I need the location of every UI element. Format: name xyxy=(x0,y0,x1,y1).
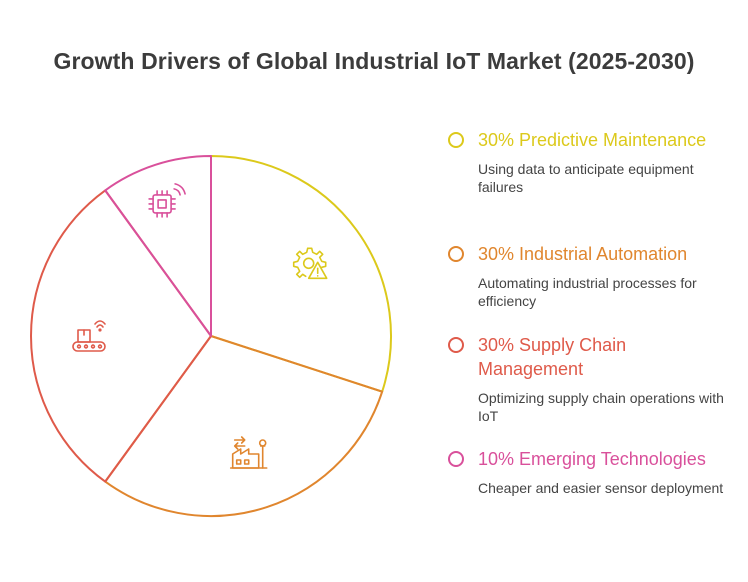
conveyor-box-icon xyxy=(72,320,106,352)
legend-description: Using data to anticipate equipment failu… xyxy=(478,161,694,195)
pie-slice-predictive-maintenance xyxy=(210,155,392,393)
pie-slice-emerging-technologies xyxy=(104,155,212,337)
chart-title: Growth Drivers of Global Industrial IoT … xyxy=(53,48,695,74)
legend-description: Optimizing supply chain operations with … xyxy=(478,390,724,424)
legend-label: 30% Supply Chain Management xyxy=(478,335,627,379)
wireless-chip-icon xyxy=(148,183,186,218)
legend-item-industrial-automation: 30% Industrial Automation Automating ind… xyxy=(448,242,738,310)
legend-marker xyxy=(448,451,464,467)
pie-slice-industrial-automation xyxy=(104,335,384,517)
legend-item-emerging-technologies: 10% Emerging Technologies Cheaper and ea… xyxy=(448,447,738,497)
legend-marker xyxy=(448,132,464,148)
factory-icon xyxy=(229,436,268,469)
legend-label: 30% Industrial Automation xyxy=(478,244,688,264)
legend-label: 10% Emerging Technologies xyxy=(478,449,706,469)
legend-description: Cheaper and easier sensor deployment xyxy=(478,480,724,496)
legend-item-predictive-maintenance: 30% Predictive Maintenance Using data to… xyxy=(448,128,738,196)
legend-label: 30% Predictive Maintenance xyxy=(478,130,707,150)
pie-slice-supply-chain-management xyxy=(30,189,212,483)
legend-marker xyxy=(448,337,464,353)
gear-warning-icon xyxy=(292,247,328,280)
legend-marker xyxy=(448,246,464,262)
legend-item-supply-chain-management: 30% Supply Chain Management Optimizing s… xyxy=(448,333,738,425)
legend-description: Automating industrial processes for effi… xyxy=(478,275,697,309)
